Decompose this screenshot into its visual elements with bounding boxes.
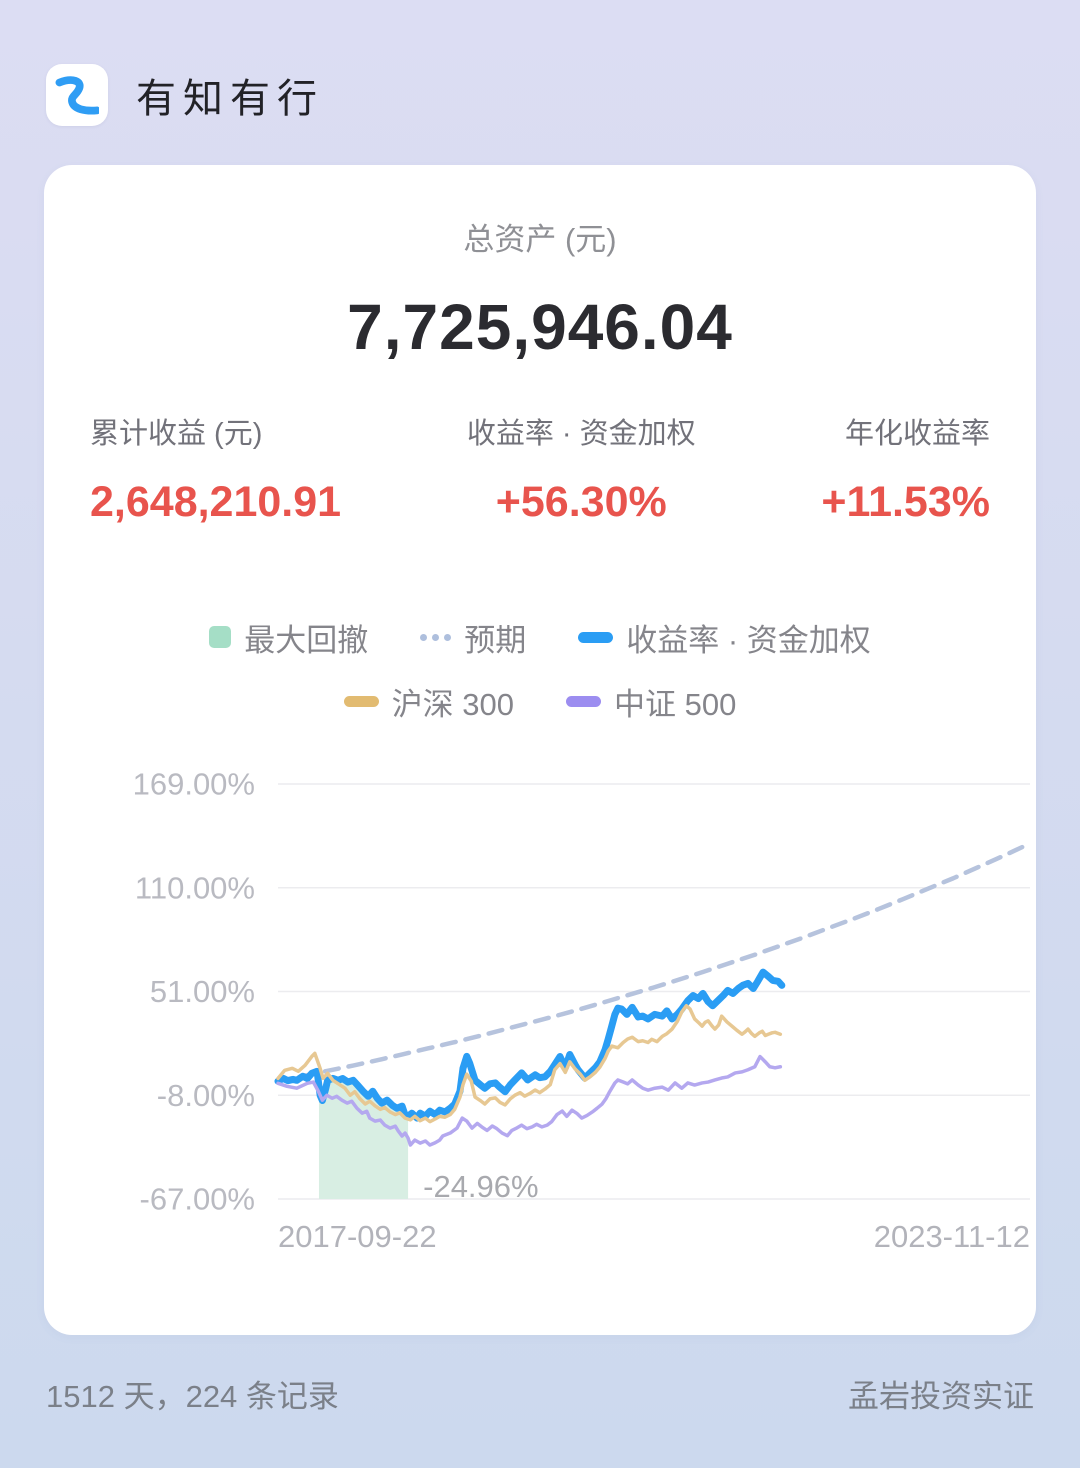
stat-label: 累计收益 (元) <box>90 418 263 450</box>
stat-label: 年化收益率 <box>844 418 990 450</box>
legend-marker-bar <box>566 695 601 707</box>
record-count: 1512 天，224 条记录 <box>46 1379 339 1414</box>
series-line <box>275 842 1030 1084</box>
chart-legend: 最大回撤 预期 收益率 · 资金加权沪深 300 中证 500 <box>90 615 990 724</box>
river-swoosh-icon <box>55 76 99 115</box>
legend-item[interactable]: 预期 <box>420 615 526 660</box>
y-axis-tick: 110.00% <box>135 870 255 905</box>
y-axis-tick: -67.00% <box>140 1182 255 1217</box>
stats-row: 累计收益 (元) 2,648,210.91 收益率 · 资金加权 +56.30%… <box>90 415 990 529</box>
legend-marker-square <box>209 626 232 648</box>
max-drawdown-label: -24.96% <box>423 1169 538 1204</box>
stat-value: +11.53% <box>821 478 990 526</box>
series-line <box>276 1003 783 1124</box>
app-header: 有知有行 <box>0 0 1080 126</box>
performance-chart[interactable]: 169.00% 110.00% 51.00% -8.00% -67.00% -24.96%… <box>90 745 1078 1305</box>
legend-label: 预期 <box>464 622 527 658</box>
app-name: 有知有行 <box>136 76 324 122</box>
stat-label: 收益率 · 资金加权 <box>466 418 696 450</box>
legend-row-1: 最大回撤 预期 收益率 · 资金加权 <box>209 615 871 660</box>
total-assets-value: 7,725,946.04 <box>347 291 733 363</box>
stat-value: 2,648,210.91 <box>90 478 342 526</box>
x-axis-end-date: 2023-11-12 <box>874 1219 1030 1254</box>
legend-marker-dots <box>420 633 452 641</box>
stat-cumulative-return: 累计收益 (元) 2,648,210.91 <box>90 415 341 529</box>
legend-label: 最大回撤 <box>244 622 369 658</box>
legend-item[interactable]: 中证 500 <box>566 679 736 724</box>
legend-label: 收益率 · 资金加权 <box>626 622 871 658</box>
legend-label: 中证 500 <box>614 686 737 722</box>
y-axis-tick: 169.00% <box>133 767 255 802</box>
legend-item[interactable]: 沪深 300 <box>343 679 514 724</box>
performance-card: 总资产 (元) 7,725,946.04 累计收益 (元) 2,648,210.… <box>44 165 1036 1335</box>
legend-marker-bar <box>578 631 614 643</box>
total-assets-label: 总资产 (元) <box>463 222 617 257</box>
portfolio-owner: 孟岩投资实证 <box>848 1379 1034 1414</box>
chart-area: 169.00% 110.00% 51.00% -8.00% -67.00% -24.96%… <box>90 745 1030 1310</box>
legend-label: 沪深 300 <box>391 686 514 722</box>
stat-annualized-return: 年化收益率 +11.53% <box>821 415 990 529</box>
series-line <box>274 968 786 1122</box>
legend-marker-bar <box>343 695 379 707</box>
legend-item[interactable]: 收益率 · 资金加权 <box>578 615 871 660</box>
app-logo <box>46 64 108 126</box>
legend-row-2: 沪深 300 中证 500 <box>343 679 736 724</box>
page-footer: 1512 天，224 条记录 孟岩投资实证 <box>46 1375 1034 1419</box>
y-axis-tick: 51.00% <box>150 974 255 1009</box>
legend-item[interactable]: 最大回撤 <box>209 615 368 660</box>
x-axis-start-date: 2017-09-22 <box>278 1219 437 1254</box>
series-line <box>276 1054 783 1147</box>
stat-money-weighted-return: 收益率 · 资金加权 +56.30% <box>467 415 696 529</box>
y-axis-tick: -8.00% <box>157 1078 255 1113</box>
stat-value: +56.30% <box>495 478 667 526</box>
